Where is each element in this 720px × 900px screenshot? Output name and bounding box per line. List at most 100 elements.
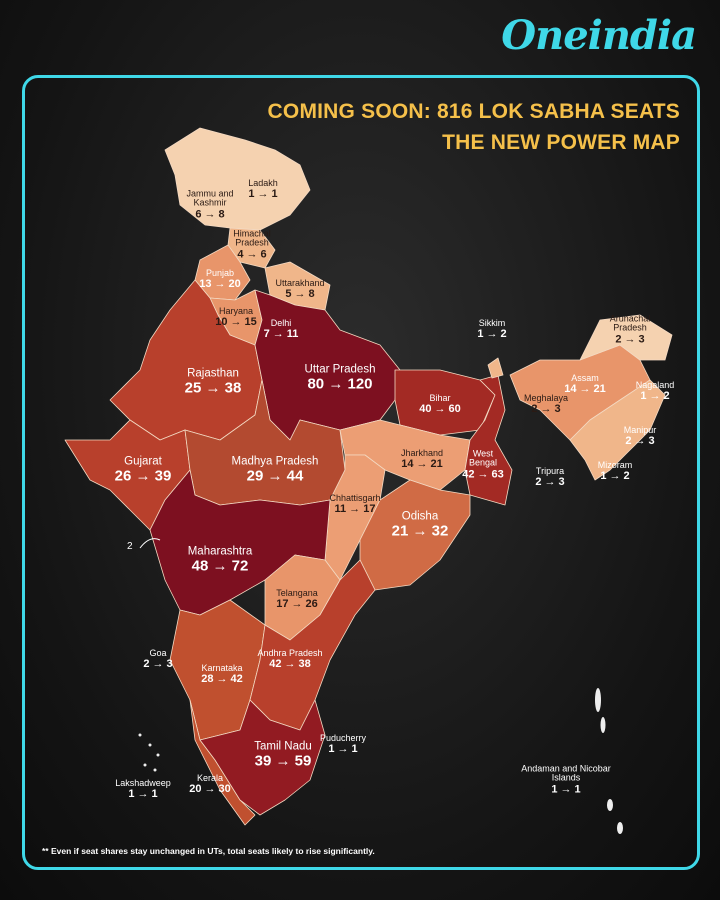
state-name: Puducherry (319, 733, 367, 744)
state-label: Meghalaya 2 → 3 (519, 393, 574, 416)
state-name: Andaman and Nicobar Islands (521, 763, 611, 783)
state-label: Lakshadweep 1 → 1 (108, 778, 178, 801)
state-label: Assam 14 → 21 (560, 373, 610, 396)
state-name: Kerala (196, 773, 223, 784)
region (579, 314, 673, 361)
state-name: Sikkim (478, 318, 506, 329)
state-name: Tamil Nadu (254, 740, 312, 753)
state-seats: 6 → 8 (195, 208, 225, 221)
state-seats: 29 → 44 (246, 467, 304, 485)
state-seats: 14 → 21 (401, 458, 443, 471)
state-name: Assam (571, 373, 599, 384)
state-label: Madhya Pradesh 29 → 44 (225, 456, 325, 485)
regions (64, 127, 673, 826)
island (143, 763, 147, 767)
state-name: Andhra Pradesh (257, 648, 323, 659)
state-label: Arunachal Pradesh 2 → 3 (600, 314, 660, 345)
state-label: Jammu and Kashmir 6 → 8 (180, 189, 240, 220)
state-label: Punjab 13 → 20 (195, 268, 245, 291)
state-seats: 7 → 11 (263, 328, 299, 341)
state-label: Gujarat 26 → 39 (108, 456, 178, 485)
state-seats: 2 → 3 (615, 333, 645, 346)
state-name: Bihar (429, 393, 451, 404)
region (487, 357, 504, 379)
state-seats: 4 → 6 (237, 248, 267, 261)
state-seats: 2 → 3 (535, 476, 565, 489)
state-name: Chhattisgarh (329, 493, 381, 504)
title: COMING SOON: 816 LOK SABHA SEATS (267, 100, 680, 123)
state-seats: 1 → 1 (551, 783, 581, 796)
state-name: West Bengal (468, 448, 498, 468)
state-label: Jharkhand 14 → 21 (395, 448, 450, 471)
state-name: Jammu and Kashmir (186, 188, 234, 208)
island (138, 733, 142, 737)
state-label: Maharashtra 48 → 72 (180, 546, 260, 575)
state-name: Lakshadweep (115, 778, 171, 789)
state-label: Uttarakhand 5 → 8 (270, 278, 330, 301)
state-seats: 42 → 38 (269, 658, 311, 671)
state-label: Puducherry 1 → 1 (313, 733, 373, 756)
state-seats: 80 → 120 (307, 375, 373, 393)
state-seats: 13 → 20 (199, 278, 241, 291)
region (199, 699, 326, 816)
state-seats: 17 → 26 (276, 598, 318, 611)
region (324, 454, 386, 581)
state-label: Sikkim 1 → 2 (472, 318, 512, 341)
state-label: Himachal Pradesh 4 → 6 (225, 229, 280, 260)
state-seats: 39 → 59 (254, 752, 312, 770)
state-label: Uttar Pradesh 80 → 120 (295, 364, 385, 393)
state-seats: 5 → 8 (285, 288, 315, 301)
islands (138, 688, 623, 834)
state-seats: 26 → 39 (114, 467, 172, 485)
state-seats: 2 → 3 (531, 403, 561, 416)
state-seats: 2 → 3 (625, 435, 655, 448)
brand: Oneindia (501, 12, 697, 59)
state-label: Odisha 21 → 32 (385, 511, 455, 540)
state-name: Mizoram (597, 460, 633, 471)
state-name: Delhi (270, 318, 292, 329)
state-name: Karnataka (201, 663, 243, 674)
state-label: Karnataka 28 → 42 (192, 663, 252, 686)
state-name: Odisha (401, 510, 439, 523)
state-seats: 2 → 3 (143, 658, 173, 671)
pointer (139, 538, 161, 549)
island (148, 743, 152, 747)
state-name: Telangana (276, 588, 318, 599)
state-name: Ladakh (248, 178, 278, 189)
state-name: Meghalaya (523, 393, 569, 404)
state-seats: 21 → 32 (391, 522, 449, 540)
state-label: Haryana 10 → 15 (211, 306, 261, 329)
state-label: Tamil Nadu 39 → 59 (248, 741, 318, 770)
state-seats: 1 → 2 (600, 470, 630, 483)
state-seats: 1 → 1 (248, 188, 278, 201)
region (359, 479, 471, 591)
island (607, 799, 613, 811)
state-name: Maharashtra (187, 545, 253, 558)
state-label: Tripura 2 → 3 (525, 466, 575, 489)
state-seats: 1 → 1 (128, 788, 158, 801)
state-seats: 20 → 30 (189, 783, 231, 796)
state-seats: 40 → 60 (419, 403, 461, 416)
state-seats: 25 → 38 (184, 379, 242, 397)
state-label: West Bengal 42 → 63 (461, 449, 506, 480)
state-label: Andaman and Nicobar Islands 1 → 1 (521, 764, 611, 795)
state-name: Uttarakhand (275, 278, 325, 289)
state-name: Gujarat (124, 455, 162, 468)
state-label: Mizoram 1 → 2 (590, 460, 640, 483)
subtitle: THE NEW POWER MAP (442, 131, 680, 154)
state-name: Madhya Pradesh (231, 455, 319, 468)
state-name: Himachal Pradesh (233, 228, 271, 248)
frame (22, 75, 700, 870)
dnh-label: 2 (127, 541, 133, 552)
state-seats: 28 → 42 (201, 673, 243, 686)
state-seats: 14 → 21 (564, 383, 606, 396)
region (569, 379, 666, 481)
state-label: Delhi 7 → 11 (261, 318, 301, 341)
state-seats: 1 → 2 (640, 390, 670, 403)
state-name: Rajasthan (187, 367, 239, 380)
state-name: Uttar Pradesh (304, 363, 376, 376)
state-label: Goa 2 → 3 (138, 648, 178, 671)
